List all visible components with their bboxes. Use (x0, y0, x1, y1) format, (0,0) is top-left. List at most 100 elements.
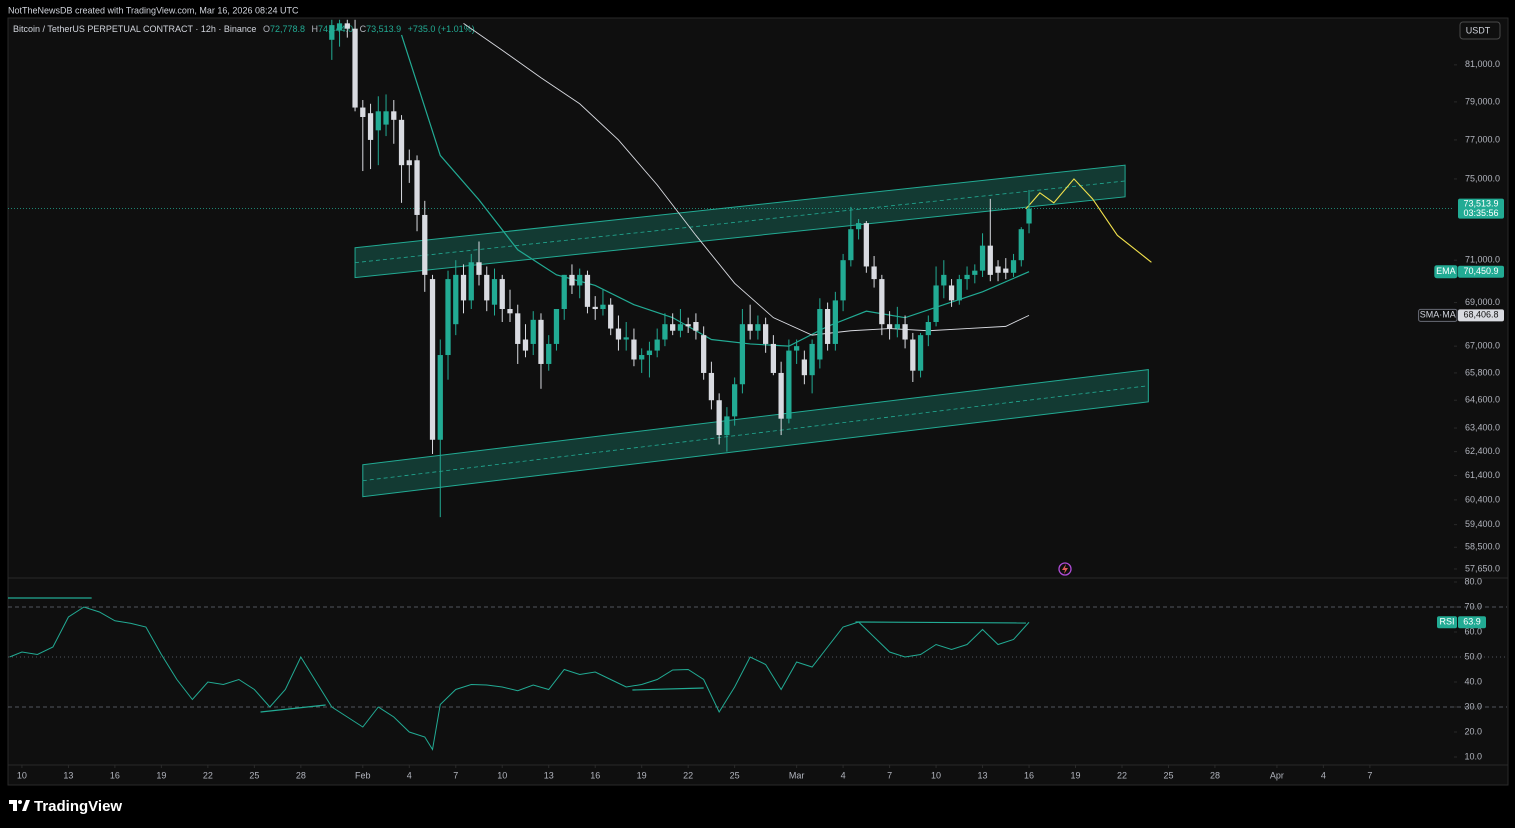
symbol-title: Bitcoin / TetherUS PERPETUAL CONTRACT · … (13, 24, 256, 34)
x-tick-label: 28 (1210, 770, 1220, 780)
x-tick-label: 4 (841, 770, 846, 780)
alert-bolt[interactable] (1062, 564, 1068, 574)
currency-box[interactable] (1459, 21, 1501, 40)
y-tick-label: 10.0 (1464, 751, 1482, 761)
candle-body (809, 343, 815, 376)
candle-body (639, 355, 645, 360)
currency[interactable]: USDT (1466, 25, 1491, 35)
legend-key: H (312, 24, 319, 34)
candle-body (1003, 268, 1009, 273)
candle-body (948, 285, 955, 301)
candle-body (755, 324, 761, 331)
candle-body (515, 313, 521, 344)
y-tick-label: 79,000.0 (1465, 96, 1500, 106)
candle-body (375, 111, 381, 131)
candle-body (701, 335, 707, 373)
candle-body (592, 306, 598, 310)
channel-midline (362, 385, 1149, 482)
y-tick-label: 30.0 (1464, 701, 1482, 711)
projection-line (1025, 178, 1152, 263)
overlay-name: EMA (1436, 266, 1456, 276)
brand: TradingView (34, 798, 122, 815)
y-tick-label: 50.0 (1464, 651, 1482, 661)
candle-body (677, 324, 684, 331)
legend-value: 73,513.9 (366, 24, 401, 34)
candle-body (584, 274, 591, 307)
candle-body (972, 270, 978, 275)
candle-body (670, 324, 676, 331)
rsi-trendline (632, 687, 704, 691)
candle-body (1010, 260, 1017, 273)
x-tick-label: 4 (407, 770, 412, 780)
x-tick-label: 16 (590, 770, 600, 780)
candle-body (329, 25, 335, 40)
overlay-line (463, 22, 1030, 336)
x-tick-label: 22 (683, 770, 693, 780)
y-tick-label: 62,400.0 (1465, 446, 1500, 456)
candle-body (1018, 229, 1024, 261)
candle-body (476, 262, 482, 275)
y-tick-label: 81,000.0 (1465, 59, 1500, 69)
overlay-name-tag (1434, 265, 1458, 279)
candle-body (398, 119, 405, 166)
candle-body (933, 285, 939, 323)
candle-body (995, 266, 1001, 273)
candle-body (507, 309, 513, 314)
last-price-tag (1458, 198, 1504, 219)
candle-body (615, 328, 622, 340)
candle-body (530, 319, 536, 344)
candle-body (468, 262, 474, 301)
price-pane: 81,000.0 79,000.0 77,000.0 75,000.0 71,000.0… (8, 19, 1504, 573)
candle-body (336, 23, 343, 31)
y-tick-label: 20.0 (1464, 726, 1482, 736)
candle-body (732, 384, 738, 417)
candle-body (453, 274, 459, 325)
alert-icon[interactable] (1058, 562, 1072, 576)
candle-body (352, 28, 358, 108)
x-tick-label: 10 (497, 770, 507, 780)
y-tick-label: 57,650.0 (1465, 563, 1500, 573)
candle-body (608, 304, 614, 329)
candle-body (817, 309, 823, 360)
candle-body (522, 339, 529, 351)
y-tick-label: 60,400.0 (1465, 494, 1500, 504)
x-tick-label: 19 (156, 770, 166, 780)
y-tick-label: 75,000.0 (1465, 173, 1500, 183)
x-tick-label: 7 (1367, 770, 1372, 780)
candle-body (979, 245, 986, 271)
x-tick-label: 28 (296, 770, 306, 780)
candle-body (956, 279, 962, 301)
candle-body (623, 337, 629, 340)
candle-body (429, 279, 436, 440)
rsi-line (9, 606, 1030, 751)
candle-body (941, 274, 947, 286)
candle-body (747, 324, 753, 331)
candle-body (693, 322, 699, 331)
candle-body (406, 160, 412, 166)
candle-body (724, 416, 730, 436)
candle-body (902, 324, 908, 340)
candle-body (855, 223, 862, 230)
brand-logo (9, 800, 30, 811)
legend-value: 74,444.0 (318, 24, 353, 34)
candle-body (832, 300, 838, 344)
overlay-line (400, 34, 1030, 347)
x-tick-label: 19 (637, 770, 647, 780)
candle-body (886, 324, 893, 329)
legend: Bitcoin / TetherUS PERPETUAL CONTRACT · … (13, 24, 475, 34)
x-tick-label: 22 (1117, 770, 1127, 780)
candle-body (499, 279, 505, 310)
y-tick-label: 60.0 (1464, 626, 1482, 636)
rsi-trendline (855, 621, 1026, 624)
x-tick-label: Apr (1270, 770, 1284, 780)
rsi-name: RSI (1439, 617, 1454, 627)
x-tick-label: 16 (110, 770, 120, 780)
candle-body (871, 266, 877, 280)
candle-body (654, 339, 660, 351)
candle-body (716, 400, 722, 436)
x-tick-label: Feb (355, 770, 371, 780)
candle-body (840, 260, 846, 301)
alert-circle[interactable] (1058, 562, 1072, 576)
y-tick-label: 63,400.0 (1465, 422, 1500, 432)
